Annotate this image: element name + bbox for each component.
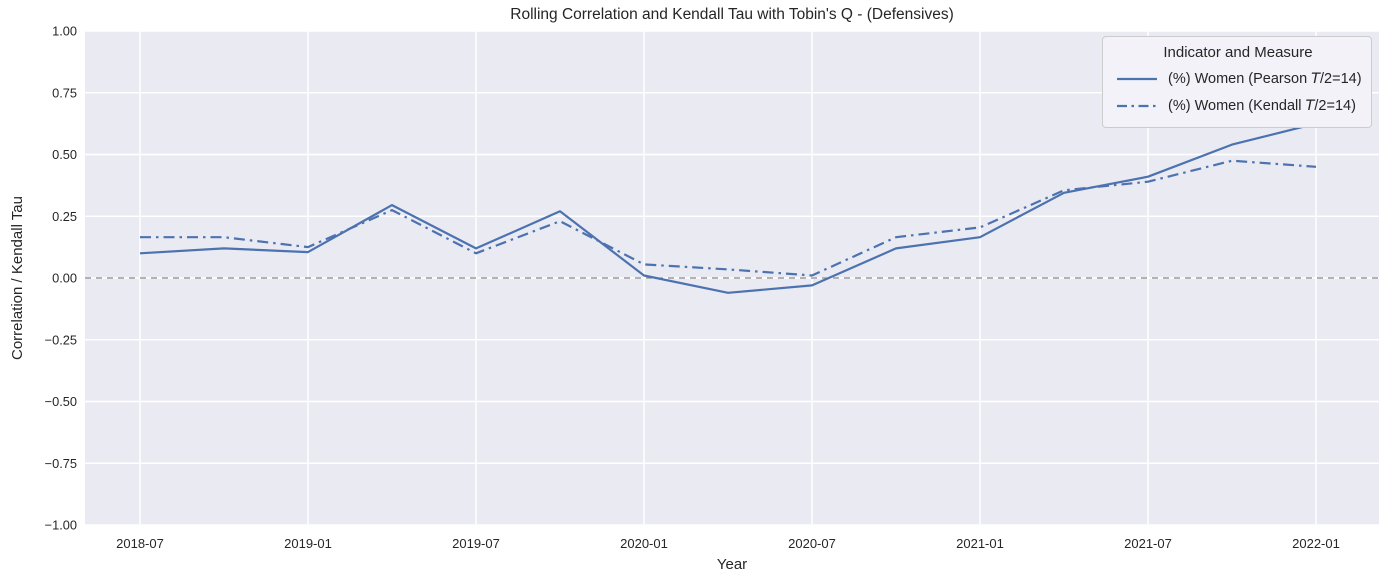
x-tick-label: 2020-07 (788, 536, 836, 551)
y-tick-label: 0.25 (52, 209, 77, 224)
legend-item-pearson: (%) Women (Pearson T/2=14) (1115, 65, 1362, 92)
x-tick-label: 2021-07 (1124, 536, 1172, 551)
y-tick-label: −1.00 (45, 518, 77, 533)
x-tick-label: 2020-01 (620, 536, 668, 551)
solid-line-sample-icon (1115, 76, 1159, 82)
x-axis-label: Year (716, 556, 748, 573)
y-tick-label: 0.75 (52, 85, 77, 100)
y-tick-label: −0.75 (45, 456, 77, 471)
legend-label-pearson: (%) Women (Pearson T/2=14) (1168, 70, 1362, 87)
x-tick-label: 2021-01 (956, 536, 1004, 551)
y-tick-label: −0.25 (45, 332, 77, 347)
y-axis-label: Correlation / Kendall Tau (9, 196, 26, 360)
y-tick-label: 1.00 (52, 24, 77, 39)
x-tick-label: 2018-07 (116, 536, 164, 551)
legend-title: Indicator and Measure (1163, 44, 1313, 61)
legend-item-kendall: (%) Women (Kendall T/2=14) (1115, 92, 1361, 119)
chart-title: Rolling Correlation and Kendall Tau with… (510, 6, 954, 23)
y-tick-label: 0.00 (52, 271, 77, 286)
y-tick-label: −0.50 (45, 394, 77, 409)
y-tick-label: 0.50 (52, 147, 77, 162)
dashdot-line-sample-icon (1115, 103, 1159, 109)
x-tick-label: 2019-07 (452, 536, 500, 551)
x-tick-label: 2019-01 (284, 536, 332, 551)
legend-label-kendall: (%) Women (Kendall T/2=14) (1168, 97, 1356, 114)
legend: Indicator and Measure (%) Women (Pearson… (1102, 36, 1372, 128)
x-tick-label: 2022-01 (1292, 536, 1340, 551)
series-line-pearson (139, 122, 1317, 294)
